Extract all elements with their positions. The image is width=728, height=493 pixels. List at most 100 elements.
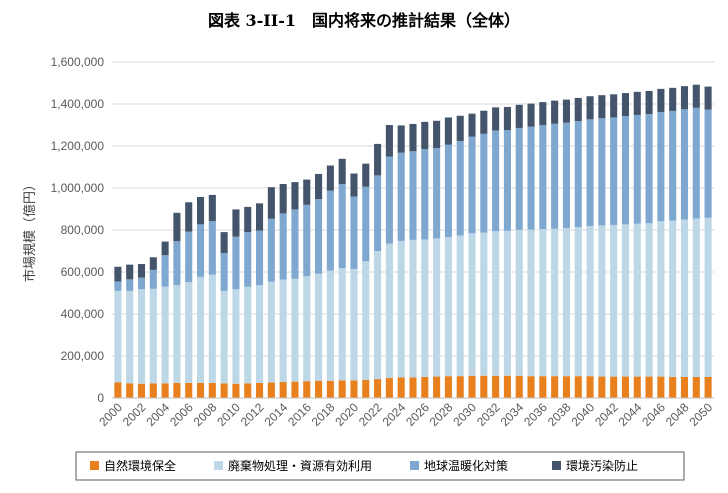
bar-segment bbox=[279, 382, 287, 398]
bar-segment bbox=[421, 121, 429, 150]
bar-segment bbox=[539, 125, 547, 230]
bar-segment bbox=[244, 286, 252, 384]
y-axis-ticks: 0 200,000 400,000 600,000 800,000 1,000,000 1,… bbox=[51, 55, 105, 405]
bar-segment bbox=[196, 224, 205, 277]
bar-segment bbox=[137, 383, 146, 398]
bar-segment bbox=[196, 382, 205, 398]
bar-segment bbox=[621, 93, 630, 117]
bar-segment bbox=[468, 113, 476, 137]
bar-segment bbox=[338, 268, 346, 381]
bar-segment bbox=[397, 377, 405, 398]
bar-segment bbox=[562, 228, 570, 377]
bar-segment bbox=[362, 186, 370, 262]
bar-segment bbox=[645, 114, 653, 224]
x-tick-label: 2024 bbox=[380, 400, 409, 429]
bar-segment bbox=[680, 109, 689, 220]
bar-segment bbox=[326, 165, 334, 191]
x-tick-label: 2022 bbox=[356, 400, 385, 429]
bar-segment bbox=[126, 264, 134, 280]
bar-segment bbox=[433, 376, 441, 398]
y-tick-label: 400,000 bbox=[61, 307, 105, 321]
bar-segment bbox=[610, 224, 618, 377]
bar-segment bbox=[303, 179, 311, 205]
bar-segment bbox=[220, 232, 228, 254]
bar-segment bbox=[480, 232, 488, 376]
bar-segment bbox=[692, 218, 700, 377]
bar-segment bbox=[137, 277, 146, 290]
x-tick-label: 2044 bbox=[616, 400, 645, 429]
bar-segment bbox=[374, 379, 382, 398]
bar-segment bbox=[161, 241, 169, 256]
bar-segment bbox=[256, 382, 264, 398]
bar-segment bbox=[409, 239, 417, 378]
bar-segment bbox=[279, 184, 287, 214]
bar-segment bbox=[633, 376, 641, 398]
y-tick-label: 1,000,000 bbox=[51, 181, 105, 195]
bar-segment bbox=[680, 377, 689, 398]
bar-segment bbox=[303, 276, 311, 382]
bar-segment bbox=[220, 383, 228, 398]
bar-segment bbox=[598, 225, 606, 377]
x-tick-label: 2018 bbox=[309, 400, 338, 429]
bar-segment bbox=[315, 380, 323, 398]
bar-segment bbox=[149, 383, 157, 398]
bar-segment bbox=[149, 257, 157, 270]
bar-segment bbox=[657, 221, 665, 377]
bar-segment bbox=[704, 86, 712, 110]
bar-segment bbox=[126, 279, 134, 291]
bar-segment bbox=[503, 106, 511, 131]
bar-segment bbox=[315, 199, 323, 274]
bar-segment bbox=[409, 151, 417, 240]
bar-segment bbox=[362, 379, 370, 398]
bar-segment bbox=[397, 125, 405, 153]
bar-segment bbox=[480, 110, 488, 134]
bar-segment bbox=[303, 381, 311, 398]
bar-segment bbox=[539, 376, 547, 398]
x-tick-label: 2004 bbox=[143, 400, 172, 429]
bar-segment bbox=[173, 285, 181, 383]
bar-segment bbox=[173, 382, 181, 398]
bar-segment bbox=[421, 377, 429, 398]
bar-segment bbox=[208, 382, 216, 398]
bar-segment bbox=[433, 148, 441, 239]
bar-stacks bbox=[114, 84, 712, 398]
bar-segment bbox=[315, 173, 323, 200]
x-tick-label: 2048 bbox=[663, 400, 692, 429]
bar-segment bbox=[338, 158, 346, 185]
bar-segment bbox=[574, 376, 582, 398]
bar-segment bbox=[149, 288, 157, 384]
bar-segment bbox=[444, 144, 452, 238]
x-tick-label: 2046 bbox=[639, 400, 668, 429]
bar-segment bbox=[610, 117, 618, 225]
x-tick-label: 2002 bbox=[120, 400, 149, 429]
bar-segment bbox=[704, 217, 712, 377]
bar-segment bbox=[326, 270, 334, 381]
bar-segment bbox=[669, 110, 677, 221]
y-tick-label: 800,000 bbox=[61, 223, 105, 237]
bar-segment bbox=[633, 91, 641, 115]
bar-segment bbox=[409, 123, 417, 152]
x-tick-label: 2026 bbox=[403, 400, 432, 429]
bar-segment bbox=[161, 383, 169, 398]
legend-swatch bbox=[90, 461, 99, 470]
bar-segment bbox=[303, 204, 311, 277]
bar-segment bbox=[657, 88, 665, 112]
bar-segment bbox=[551, 376, 559, 398]
x-tick-label: 2034 bbox=[498, 400, 527, 429]
bar-segment bbox=[291, 182, 299, 210]
bar-segment bbox=[244, 232, 252, 287]
bar-segment bbox=[421, 239, 429, 377]
bar-segment bbox=[456, 376, 464, 398]
bar-segment bbox=[574, 97, 582, 122]
x-tick-label: 2016 bbox=[285, 400, 314, 429]
bar-segment bbox=[468, 233, 476, 376]
legend-label: 自然環境保全 bbox=[104, 458, 176, 473]
bar-segment bbox=[633, 114, 641, 224]
bar-segment bbox=[492, 231, 500, 376]
bar-segment bbox=[185, 231, 193, 283]
bar-segment bbox=[492, 130, 500, 232]
bar-segment bbox=[669, 377, 677, 398]
bar-segment bbox=[291, 209, 299, 279]
bar-segment bbox=[232, 289, 240, 384]
bar-segment bbox=[680, 219, 689, 377]
